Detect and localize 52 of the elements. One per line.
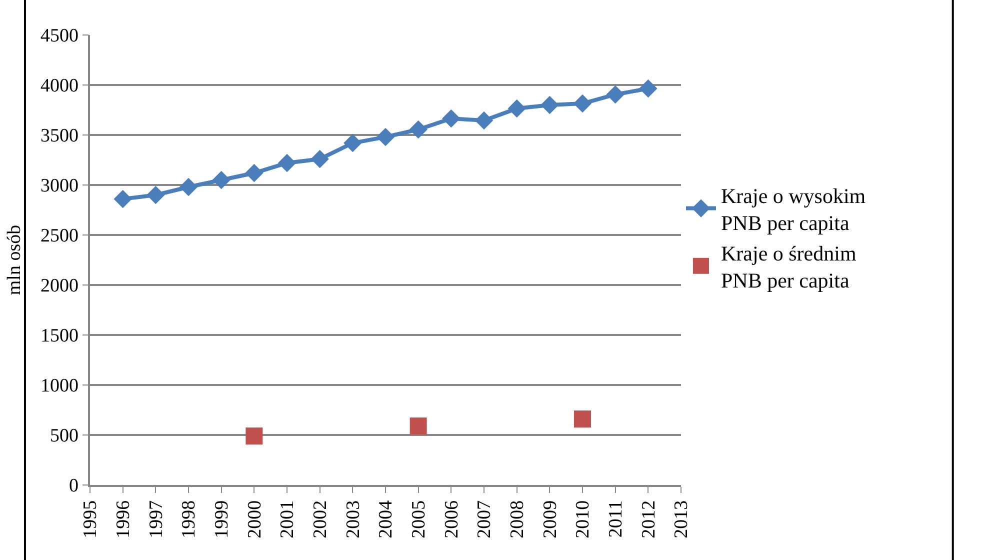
point bbox=[606, 85, 624, 104]
point bbox=[409, 120, 428, 139]
legend-label: Kraje o średnim PNB per capita bbox=[721, 241, 856, 293]
y-tick-label: 2500 bbox=[40, 226, 78, 247]
point bbox=[410, 418, 427, 434]
y-axis-title: mln osób bbox=[4, 224, 25, 296]
y-tick-label: 3000 bbox=[40, 176, 78, 197]
legend-label: Kraje o wysokim PNB per capita bbox=[721, 184, 866, 236]
x-tick-label: 2007 bbox=[474, 500, 496, 538]
point bbox=[310, 150, 329, 168]
x-tick-label: 1997 bbox=[146, 500, 167, 538]
point bbox=[344, 134, 362, 152]
point bbox=[179, 178, 198, 196]
x-tick-label: 2004 bbox=[376, 500, 397, 538]
point bbox=[442, 109, 460, 128]
x-tick-label: 2006 bbox=[441, 500, 462, 538]
x-tick-label: 2008 bbox=[507, 500, 528, 538]
point bbox=[246, 428, 263, 444]
y-tick-label: 1000 bbox=[40, 376, 78, 397]
point bbox=[508, 99, 526, 118]
x-tick-label: 1999 bbox=[212, 500, 233, 538]
y-tick-label: 3500 bbox=[40, 126, 78, 147]
x-tick-label: 2003 bbox=[342, 500, 364, 538]
y-tick-label: 1500 bbox=[40, 326, 78, 347]
x-tick-label: 2011 bbox=[606, 500, 627, 538]
x-tick-label: 2013 bbox=[671, 500, 692, 538]
point bbox=[573, 94, 592, 113]
point bbox=[278, 154, 296, 172]
x-tick-label: 2010 bbox=[572, 500, 594, 538]
x-tick-label: 1996 bbox=[113, 500, 134, 538]
point bbox=[574, 410, 591, 428]
point bbox=[212, 170, 230, 190]
y-tick-label: 2000 bbox=[40, 276, 78, 297]
y-tick-label: 4000 bbox=[40, 76, 78, 97]
x-tick-label: 2009 bbox=[540, 500, 561, 538]
x-tick-label: 2000 bbox=[244, 500, 266, 538]
point bbox=[245, 164, 264, 182]
x-tick-label: 2002 bbox=[310, 500, 332, 538]
y-tick-label: 4500 bbox=[40, 26, 78, 47]
x-tick-label: 2001 bbox=[277, 500, 298, 538]
point bbox=[639, 79, 658, 98]
x-tick-label: 1995 bbox=[80, 500, 102, 538]
x-tick-label: 2005 bbox=[408, 500, 430, 538]
x-tick-label: 2012 bbox=[638, 500, 660, 538]
y-tick-label: 0 bbox=[68, 476, 78, 497]
point bbox=[146, 186, 165, 204]
x-tick-label: 1998 bbox=[178, 500, 200, 538]
point bbox=[540, 96, 559, 114]
point bbox=[474, 111, 494, 130]
point bbox=[376, 128, 395, 146]
y-tick-label: 500 bbox=[50, 426, 78, 447]
point bbox=[114, 190, 132, 208]
